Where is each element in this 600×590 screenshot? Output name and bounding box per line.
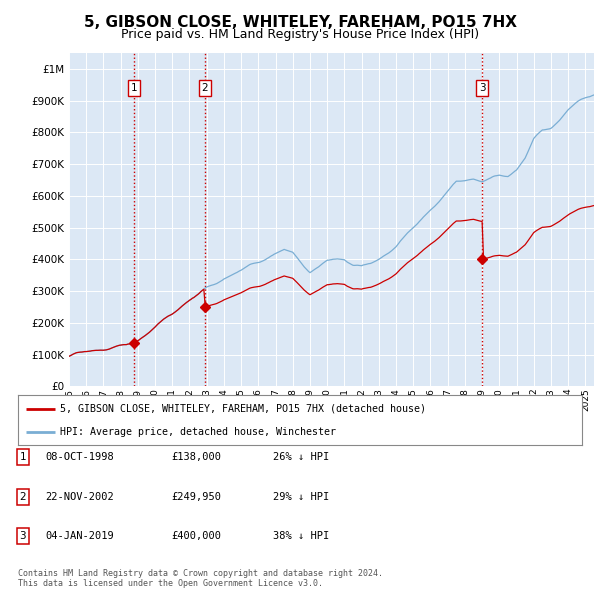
- Text: 04-JAN-2019: 04-JAN-2019: [45, 531, 114, 540]
- Text: Contains HM Land Registry data © Crown copyright and database right 2024.
This d: Contains HM Land Registry data © Crown c…: [18, 569, 383, 588]
- Text: 5, GIBSON CLOSE, WHITELEY, FAREHAM, PO15 7HX: 5, GIBSON CLOSE, WHITELEY, FAREHAM, PO15…: [83, 15, 517, 30]
- Text: HPI: Average price, detached house, Winchester: HPI: Average price, detached house, Winc…: [60, 427, 337, 437]
- Text: 3: 3: [479, 83, 485, 93]
- Text: £249,950: £249,950: [171, 492, 221, 502]
- Text: 38% ↓ HPI: 38% ↓ HPI: [273, 531, 329, 540]
- Text: 5, GIBSON CLOSE, WHITELEY, FAREHAM, PO15 7HX (detached house): 5, GIBSON CLOSE, WHITELEY, FAREHAM, PO15…: [60, 404, 426, 414]
- Text: £138,000: £138,000: [171, 453, 221, 462]
- Text: £400,000: £400,000: [171, 531, 221, 540]
- Text: 2: 2: [202, 83, 208, 93]
- Text: 3: 3: [19, 531, 26, 540]
- Text: 08-OCT-1998: 08-OCT-1998: [45, 453, 114, 462]
- Text: 1: 1: [19, 453, 26, 462]
- Text: 29% ↓ HPI: 29% ↓ HPI: [273, 492, 329, 502]
- Text: 2: 2: [19, 492, 26, 502]
- Text: 22-NOV-2002: 22-NOV-2002: [45, 492, 114, 502]
- Text: Price paid vs. HM Land Registry's House Price Index (HPI): Price paid vs. HM Land Registry's House …: [121, 28, 479, 41]
- Text: 26% ↓ HPI: 26% ↓ HPI: [273, 453, 329, 462]
- Text: 1: 1: [131, 83, 137, 93]
